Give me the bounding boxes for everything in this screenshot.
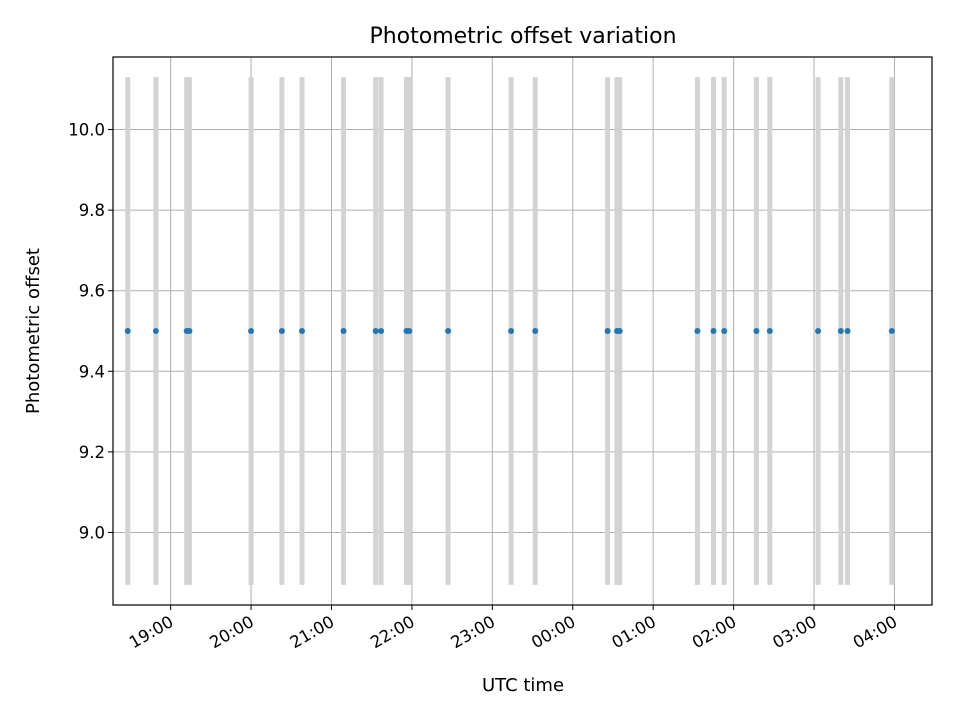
plot-area-frame (112, 56, 933, 606)
data-point (340, 328, 347, 334)
data-point (378, 328, 385, 334)
y-tick-label: 9.2 (79, 443, 105, 462)
data-point (844, 328, 851, 334)
y-axis-label: Photometric offset (23, 248, 44, 414)
data-point (445, 328, 452, 334)
data-point (532, 328, 539, 334)
data-point (766, 328, 773, 334)
data-point (508, 328, 515, 334)
data-point (753, 328, 760, 334)
data-point (299, 328, 305, 334)
y-tick-label: 9.0 (79, 523, 105, 542)
x-axis-label: UTC time (482, 675, 564, 696)
data-point (604, 328, 611, 334)
y-tick-label: 9.4 (79, 362, 105, 381)
data-point (278, 328, 285, 334)
data-point (124, 328, 131, 334)
data-point (815, 328, 822, 334)
data-point (616, 328, 623, 334)
data-point (837, 328, 844, 334)
data-point (710, 328, 717, 334)
data-points (124, 328, 895, 334)
y-tick-label: 9.6 (79, 282, 105, 301)
y-tick-label: 9.8 (79, 201, 105, 220)
y-tick-label: 10.0 (68, 121, 105, 140)
data-point (372, 328, 379, 334)
data-point (406, 328, 413, 334)
data-point (721, 328, 728, 334)
data-point (152, 328, 159, 334)
data-point (186, 328, 193, 334)
data-point (694, 328, 701, 334)
chart-title: Photometric offset variation (369, 24, 676, 49)
data-point (888, 328, 895, 334)
data-point (248, 328, 255, 334)
